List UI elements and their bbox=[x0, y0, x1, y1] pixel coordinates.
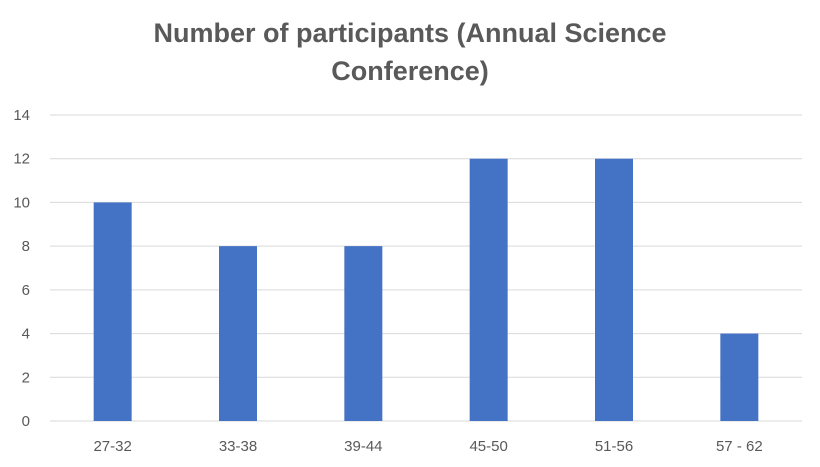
bar-33-38 bbox=[219, 246, 257, 421]
y-axis-ticks: 0 2 4 6 8 10 12 14 bbox=[13, 107, 30, 430]
bar-27-32 bbox=[93, 202, 132, 421]
chart-title-line-2: Conference) bbox=[331, 56, 489, 86]
y-tick-label: 12 bbox=[13, 151, 30, 168]
x-axis-ticks: 27-32 33-38 39-44 45-50 51-56 57 - 62 bbox=[93, 438, 762, 455]
bar-51-56 bbox=[595, 158, 633, 421]
y-tick-label: 8 bbox=[22, 238, 30, 255]
gridlines bbox=[50, 114, 802, 422]
y-tick-label: 6 bbox=[22, 282, 30, 299]
y-tick-label: 0 bbox=[22, 413, 30, 430]
x-tick-label: 39-44 bbox=[344, 438, 382, 455]
y-tick-label: 4 bbox=[22, 326, 30, 343]
chart-title-line-1: Number of participants (Annual Science bbox=[153, 18, 667, 48]
y-tick-label: 14 bbox=[13, 107, 30, 124]
bar-57-62 bbox=[720, 333, 759, 421]
chart-title: Number of participants (Annual Science C… bbox=[0, 14, 820, 90]
bars bbox=[93, 158, 759, 421]
x-tick-label: 45-50 bbox=[469, 438, 507, 455]
bar-45-50 bbox=[469, 158, 508, 421]
x-tick-label: 27-32 bbox=[93, 438, 131, 455]
bar-39-44 bbox=[344, 246, 383, 421]
x-tick-label: 51-56 bbox=[595, 438, 633, 455]
y-tick-label: 10 bbox=[13, 194, 30, 211]
y-tick-label: 2 bbox=[22, 369, 30, 386]
x-tick-label: 57 - 62 bbox=[716, 438, 763, 455]
x-tick-label: 33-38 bbox=[219, 438, 257, 455]
